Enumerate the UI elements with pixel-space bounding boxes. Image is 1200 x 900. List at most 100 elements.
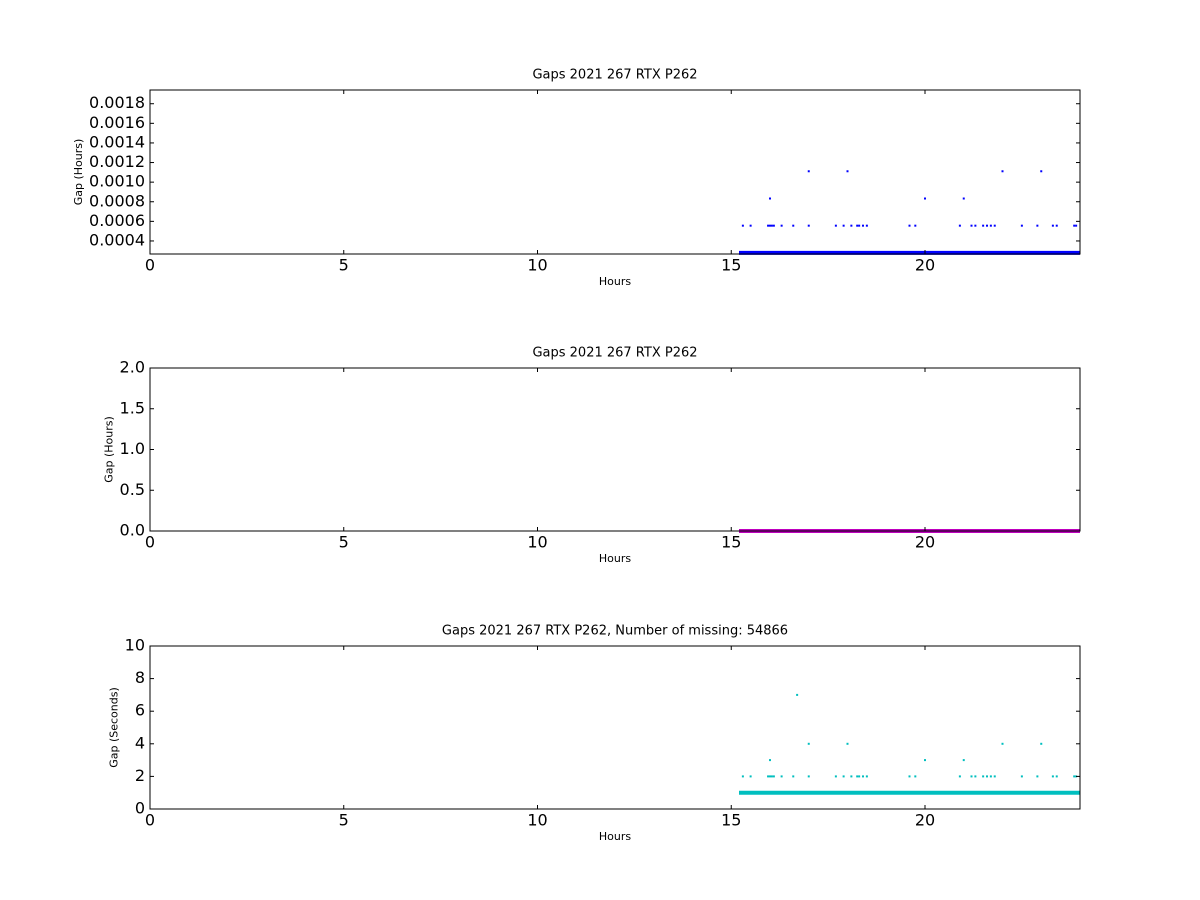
gap-point xyxy=(780,775,783,778)
gap-point xyxy=(914,224,917,227)
gap-point xyxy=(1036,224,1039,227)
gap-point xyxy=(1001,742,1004,745)
y-tick-label: 10 xyxy=(125,636,145,655)
gap-point xyxy=(792,775,795,778)
gap-point xyxy=(858,775,861,778)
x-tick-label: 20 xyxy=(915,533,935,552)
x-tick-label: 10 xyxy=(527,811,547,830)
y-tick-label: 2.0 xyxy=(120,358,145,377)
gap-point xyxy=(807,224,810,227)
y-tick-label: 1.5 xyxy=(120,398,145,417)
gap-point xyxy=(792,224,795,227)
y-tick-label: 0.0018 xyxy=(89,93,145,112)
gap-point xyxy=(772,224,775,227)
y-tick-label: 1.0 xyxy=(120,439,145,458)
gap-point xyxy=(856,224,859,227)
y-tick-label: 0 xyxy=(135,799,145,818)
gap-point xyxy=(807,742,810,745)
gap-point xyxy=(796,693,799,696)
x-tick-label: 0 xyxy=(145,533,155,552)
x-axis-label: Hours xyxy=(599,275,631,288)
x-tick-label: 5 xyxy=(339,256,349,275)
gap-point xyxy=(974,775,977,778)
axes-frame xyxy=(149,367,1081,532)
gap-point xyxy=(958,775,961,778)
gap-point xyxy=(741,775,744,778)
gap-point xyxy=(982,775,985,778)
subplot-title: Gaps 2021 267 RTX P262, Number of missin… xyxy=(442,624,788,639)
gap-point xyxy=(772,775,775,778)
gap-point xyxy=(767,775,770,778)
x-tick-label: 20 xyxy=(915,256,935,275)
gap-point xyxy=(958,224,961,227)
gap-point xyxy=(914,775,917,778)
subplot-title: Gaps 2021 267 RTX P262 xyxy=(532,346,697,361)
gap-point xyxy=(850,224,853,227)
gap-point xyxy=(858,224,861,227)
gap-point xyxy=(842,775,845,778)
gap-point xyxy=(1040,170,1043,173)
gap-point xyxy=(1051,775,1054,778)
x-axis-label: Hours xyxy=(599,830,631,843)
gap-point xyxy=(846,742,849,745)
gap-point xyxy=(993,224,996,227)
y-tick-label: 0.0008 xyxy=(89,191,145,210)
gap-point xyxy=(974,224,977,227)
gap-point xyxy=(807,775,810,778)
subplot: Gaps 2021 267 RTX P262, Number of missin… xyxy=(108,624,1081,843)
gap-point xyxy=(986,775,988,778)
gap-point xyxy=(846,170,849,173)
y-tick-label: 2 xyxy=(135,766,145,785)
y-tick-label: 0.0006 xyxy=(89,211,145,230)
gap-point xyxy=(850,775,853,778)
gap-point xyxy=(1055,775,1058,778)
x-tick-label: 15 xyxy=(721,533,741,552)
x-tick-label: 20 xyxy=(915,811,935,830)
gap-point xyxy=(807,170,810,173)
gap-point xyxy=(770,224,773,227)
y-axis-label: Gap (Hours) xyxy=(72,139,85,206)
x-tick-label: 10 xyxy=(527,533,547,552)
gap-point xyxy=(767,224,770,227)
gap-point xyxy=(924,759,926,762)
gap-point xyxy=(924,197,926,200)
y-tick-label: 0.5 xyxy=(120,480,145,499)
x-tick-label: 15 xyxy=(721,256,741,275)
gap-point xyxy=(989,224,992,227)
y-tick-label: 0.0012 xyxy=(89,152,145,171)
gap-point xyxy=(1073,775,1076,778)
x-tick-label: 10 xyxy=(527,256,547,275)
y-tick-label: 4 xyxy=(135,733,145,752)
gap-point xyxy=(1073,224,1076,227)
x-tick-label: 15 xyxy=(721,811,741,830)
gap-point xyxy=(989,775,992,778)
y-tick-label: 0.0 xyxy=(120,521,145,540)
x-tick-label: 0 xyxy=(145,256,155,275)
gap-point xyxy=(908,775,911,778)
gap-point xyxy=(1020,224,1023,227)
x-tick-label: 0 xyxy=(145,811,155,830)
gap-point xyxy=(1001,170,1004,173)
y-tick-label: 0.0004 xyxy=(89,230,145,249)
gap-point xyxy=(1075,224,1078,227)
gap-point xyxy=(769,224,771,227)
gap-point xyxy=(1051,224,1054,227)
gap-point xyxy=(741,224,744,227)
gap-point xyxy=(970,775,973,778)
subplot: Gaps 2021 267 RTX P262 Hours 0 5 10 15 20 0.000… xyxy=(72,68,1081,288)
gap-point xyxy=(908,224,911,227)
gap-point xyxy=(986,224,988,227)
gap-point xyxy=(962,759,965,762)
x-tick-label: 5 xyxy=(339,811,349,830)
gap-point xyxy=(862,224,864,227)
gap-point xyxy=(856,775,859,778)
gap-point xyxy=(982,224,985,227)
gap-point xyxy=(769,759,771,762)
y-tick-label: 0.0010 xyxy=(89,172,145,191)
y-tick-label: 0.0016 xyxy=(89,113,145,132)
gap-point xyxy=(865,775,868,778)
gap-point xyxy=(749,775,752,778)
gap-point xyxy=(1036,775,1039,778)
axes-frame xyxy=(149,645,1081,810)
